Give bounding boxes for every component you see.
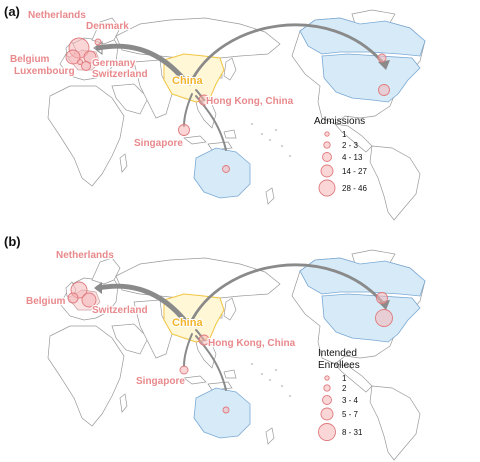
arrow-head-north-america <box>378 60 390 70</box>
bubble-hongkong <box>198 94 210 106</box>
label-china: China <box>172 75 203 87</box>
bubble-denmark <box>94 38 102 46</box>
panel-b-label: (b) <box>4 234 21 249</box>
label-switzerland: Switzerland <box>92 69 148 80</box>
arrow-b-head-europe <box>94 282 102 294</box>
legend-b-symbol-4 <box>320 407 334 421</box>
label-b-netherlands: Netherlands <box>56 250 114 261</box>
legend-b-item-1: 1 <box>342 374 347 383</box>
legend-b-item-3: 3 - 4 <box>342 396 359 405</box>
legend-a-item-4: 14 - 27 <box>342 167 367 176</box>
legend-b-symbol-5 <box>318 423 336 441</box>
panel-a: (a) Netherlands Denmark Belgium Luxembou… <box>4 4 426 221</box>
legend-b-symbol-1 <box>324 375 330 381</box>
label-b-singapore: Singapore <box>136 376 185 387</box>
bubble-singapore <box>178 124 190 136</box>
bubble-b-australia <box>222 406 230 414</box>
bubble-usa <box>378 84 390 96</box>
legend-b-symbol-3 <box>322 395 332 405</box>
legend-a-symbol-3 <box>322 152 332 162</box>
panel-b-world-map <box>47 249 426 461</box>
panel-a-label: (a) <box>4 4 20 19</box>
bubble-luxembourg <box>77 59 83 65</box>
legend-a-item-2: 2 - 3 <box>342 141 359 150</box>
bubble-b-switzerland <box>81 292 97 308</box>
label-b-belgium: Belgium <box>26 296 66 307</box>
arrow-b-to-europe <box>95 283 189 325</box>
legend-a-symbol-4 <box>320 164 334 178</box>
bubble-b-belgium <box>67 292 79 304</box>
bubble-b-hongkong <box>198 334 210 346</box>
arrow-to-north-america <box>188 23 386 86</box>
arrow-b-to-north-america <box>188 263 386 326</box>
bubble-b-usa <box>375 309 393 327</box>
panel-a-legend: Admissions 1 2 - 3 4 - 13 14 - 27 28 - 4… <box>314 116 367 197</box>
label-netherlands: Netherlands <box>28 10 86 21</box>
label-singapore: Singapore <box>134 138 183 149</box>
arrow-to-singapore <box>183 93 193 127</box>
legend-b-item-2: 2 <box>342 384 347 393</box>
label-b-hongkong: Hong Kong, China <box>208 338 296 349</box>
panel-b-legend: Intended Enrollees 1 2 3 - 4 5 - 7 8 - 3… <box>318 348 363 441</box>
bubble-b-singapore <box>179 365 189 375</box>
label-luxembourg: Luxembourg <box>14 66 75 77</box>
arrow-b-to-singapore <box>183 333 193 367</box>
legend-a-symbol-5 <box>318 179 336 197</box>
legend-a-symbol-1 <box>324 131 330 137</box>
label-b-switzerland: Switzerland <box>92 305 148 316</box>
bubble-belgium <box>65 49 81 65</box>
bubble-germany <box>83 50 97 64</box>
panel-b: (b) Netherlands Belgium Switzerland Chin… <box>4 234 426 461</box>
bubble-australia <box>222 165 230 173</box>
legend-b-title-line1: Intended <box>318 348 357 359</box>
legend-a-item-1: 1 <box>342 130 347 139</box>
legend-a-symbol-2 <box>323 141 331 149</box>
legend-a-title: Admissions <box>314 116 365 127</box>
legend-b-item-4: 5 - 7 <box>342 410 359 419</box>
bubble-switzerland <box>81 61 91 71</box>
legend-b-symbol-2 <box>323 384 331 392</box>
arrow-to-europe <box>95 43 189 85</box>
legend-b-item-5: 8 - 31 <box>342 428 363 437</box>
bubble-b-canada <box>376 292 388 304</box>
label-belgium: Belgium <box>10 54 50 65</box>
legend-b-title-line2: Enrollees <box>318 360 360 371</box>
label-germany: Germany <box>92 58 136 69</box>
label-hongkong: Hong Kong, China <box>206 96 294 107</box>
panel-a-world-map <box>47 9 426 221</box>
label-denmark: Denmark <box>86 21 129 32</box>
legend-a-item-5: 28 - 46 <box>342 184 367 193</box>
bubble-canada <box>377 53 387 63</box>
label-b-china: China <box>172 317 203 329</box>
legend-a-item-3: 4 - 13 <box>342 153 363 162</box>
